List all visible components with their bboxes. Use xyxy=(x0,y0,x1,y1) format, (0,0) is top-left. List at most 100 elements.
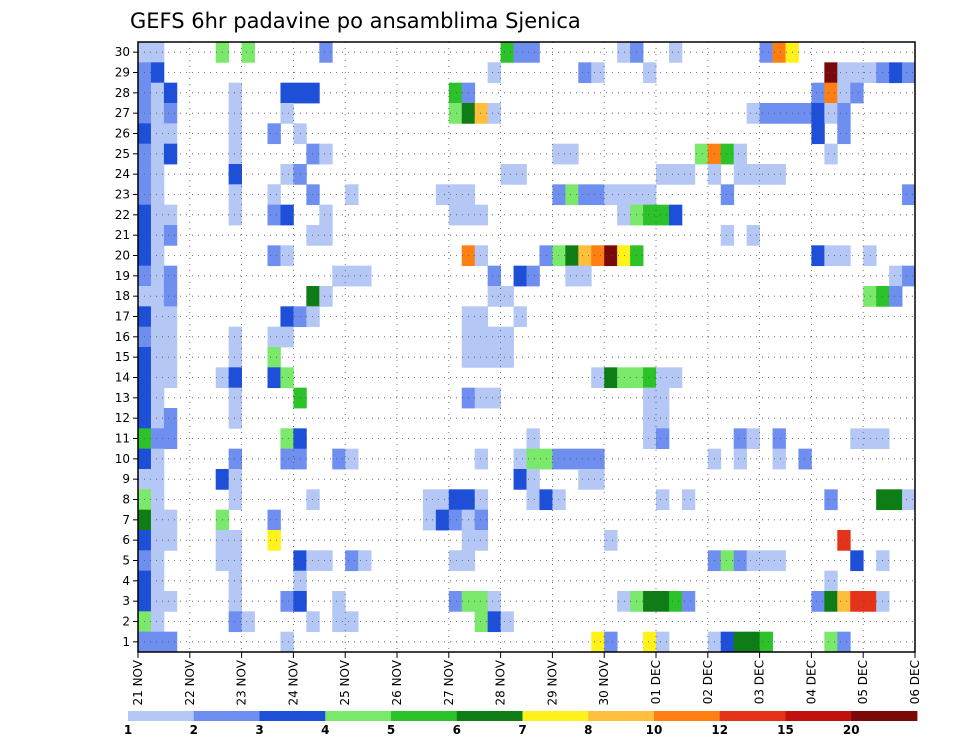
heatmap-cell xyxy=(150,164,165,185)
heatmap-cell xyxy=(306,184,320,206)
heatmap-cell xyxy=(228,82,242,104)
heatmap-cell xyxy=(228,489,242,511)
heatmap-cell xyxy=(526,265,540,287)
heatmap-cell xyxy=(643,387,657,409)
heatmap-cell xyxy=(228,347,242,368)
legend-swatch xyxy=(654,711,721,721)
y-tick-label: 20 xyxy=(115,249,130,263)
heatmap-cell xyxy=(772,428,786,450)
heatmap-cell xyxy=(746,164,760,185)
heatmap-cell xyxy=(150,245,165,267)
y-tick-label: 10 xyxy=(115,452,130,466)
heatmap-cell xyxy=(228,326,242,348)
legend-label: 6 xyxy=(453,723,461,737)
heatmap-cell xyxy=(720,225,735,246)
heatmap-cell xyxy=(824,82,838,104)
heatmap-cell xyxy=(306,82,320,104)
heatmap-cell xyxy=(746,428,760,450)
x-tick-label: 03 DEC xyxy=(753,660,767,704)
heatmap-cell xyxy=(228,469,242,490)
y-tick-label: 8 xyxy=(122,493,130,507)
heatmap-cell xyxy=(267,509,281,531)
heatmap-cell xyxy=(591,367,605,389)
legend-swatch xyxy=(325,711,392,721)
heatmap-cell xyxy=(228,184,242,206)
heatmap-cell xyxy=(850,550,864,572)
heatmap-cell xyxy=(746,225,760,246)
y-tick-label: 4 xyxy=(122,574,130,588)
heatmap-cell xyxy=(902,62,916,84)
y-tick-label: 11 xyxy=(115,432,130,446)
heatmap-cell xyxy=(824,103,838,124)
heatmap-cell xyxy=(150,326,165,348)
y-tick-label: 14 xyxy=(115,371,130,385)
heatmap-cell xyxy=(319,225,333,246)
heatmap-cell xyxy=(617,204,631,226)
heatmap-cell xyxy=(668,591,683,612)
heatmap-cell xyxy=(604,631,618,653)
legend-swatch xyxy=(588,711,655,721)
heatmap-cell xyxy=(811,591,825,612)
heatmap-cell xyxy=(150,225,165,246)
heatmap-cell xyxy=(513,448,527,470)
heatmap-cell xyxy=(228,408,242,429)
heatmap-cell xyxy=(746,103,760,124)
heatmap-cell xyxy=(526,448,540,470)
heatmap-cell xyxy=(474,306,489,328)
heatmap-cell xyxy=(720,550,735,572)
heatmap-cell xyxy=(617,184,631,206)
heatmap-cell xyxy=(617,42,631,63)
heatmap-cell xyxy=(306,550,320,572)
y-axis: 1234567891011121314151617181920212223242… xyxy=(115,45,138,649)
heatmap-cell xyxy=(448,103,463,124)
heatmap-cell xyxy=(681,591,696,612)
heatmap-cell xyxy=(824,570,838,592)
heatmap-cell xyxy=(759,103,773,124)
heatmap-cell xyxy=(319,143,333,165)
heatmap-cell xyxy=(889,265,903,287)
y-tick-label: 26 xyxy=(115,127,130,141)
heatmap-cell xyxy=(526,469,540,490)
heatmap-cell xyxy=(487,347,501,368)
heatmap-cell xyxy=(656,408,670,429)
y-tick-label: 18 xyxy=(115,289,130,303)
heatmap-cell xyxy=(150,509,165,531)
heatmap-cell xyxy=(656,387,670,409)
legend-swatch xyxy=(719,711,786,721)
legend-label: 5 xyxy=(387,723,395,737)
y-tick-label: 6 xyxy=(122,533,130,547)
heatmap-cell xyxy=(759,42,773,63)
heatmap-cell xyxy=(604,184,618,206)
legend-label: 3 xyxy=(255,723,263,737)
heatmap-cell xyxy=(150,103,165,124)
heatmap-cell xyxy=(241,42,255,63)
x-tick-label: 27 NOV xyxy=(442,659,456,705)
heatmap-cell xyxy=(163,530,178,551)
heatmap-cell xyxy=(487,62,501,84)
heatmap-cell xyxy=(500,611,514,633)
heatmap-cell xyxy=(150,123,165,145)
heatmap-cell xyxy=(163,286,178,307)
heatmap-cell xyxy=(500,286,514,307)
heatmap-cell xyxy=(604,530,618,551)
heatmap-cell xyxy=(824,62,838,84)
heatmap-cell xyxy=(656,631,670,653)
heatmap-cell xyxy=(772,448,786,470)
heatmap-cell xyxy=(228,448,242,470)
heatmap-cell xyxy=(448,82,463,104)
heatmap-cell xyxy=(306,225,320,246)
heatmap-cell xyxy=(448,591,463,612)
heatmap-cell xyxy=(345,611,359,633)
heatmap-cell xyxy=(746,550,760,572)
heatmap-cell xyxy=(163,82,178,104)
x-tick-label: 21 NOV xyxy=(131,659,145,705)
y-tick-label: 30 xyxy=(115,45,130,59)
heatmap-cell xyxy=(837,103,851,124)
heatmap-cell xyxy=(733,550,748,572)
legend-label: 4 xyxy=(321,723,329,737)
heatmap-cell xyxy=(163,204,178,226)
heatmap-cell xyxy=(720,631,735,653)
heatmap-cell xyxy=(345,448,359,470)
heatmap-cell xyxy=(643,631,657,653)
heatmap-cell xyxy=(733,164,748,185)
